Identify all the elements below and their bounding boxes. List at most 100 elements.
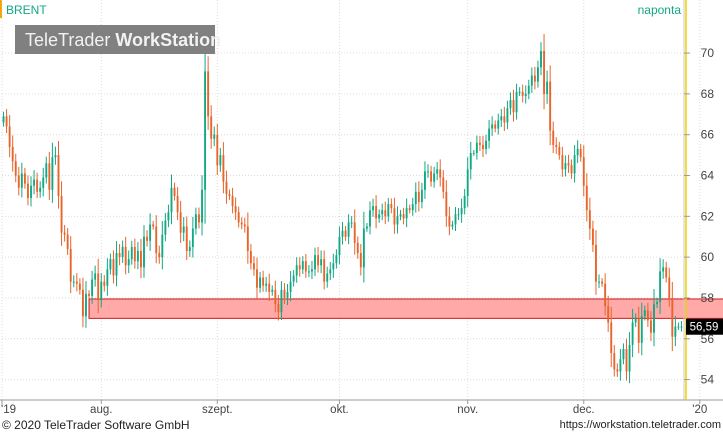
- candle-body: [176, 195, 179, 213]
- candle-body: [173, 187, 176, 196]
- candle-body: [301, 261, 304, 270]
- candle-body: [543, 51, 545, 94]
- candle-body: [604, 283, 607, 307]
- candle-body: [469, 153, 472, 170]
- brand-logo-box: [15, 25, 215, 54]
- candle-body: [488, 128, 491, 141]
- candle-body: [430, 171, 433, 182]
- candle-body: [307, 271, 310, 273]
- candle-body: [540, 51, 542, 68]
- candle-body: [372, 206, 374, 211]
- candle-body: [124, 246, 127, 266]
- candle-body: [97, 273, 100, 300]
- candle-body: [653, 304, 655, 333]
- x-tick-label: szept.: [202, 404, 233, 416]
- candle-body: [460, 208, 463, 215]
- candle-body: [81, 289, 84, 317]
- candle-body: [472, 153, 475, 155]
- candle-body: [106, 269, 109, 286]
- candle-body: [457, 214, 460, 216]
- candle-body: [121, 246, 124, 258]
- candle-body: [622, 348, 625, 360]
- candle-body: [136, 251, 139, 262]
- candle-body: [665, 267, 668, 278]
- y-tick-label: 56: [701, 332, 715, 346]
- candle-body: [72, 281, 75, 283]
- candle-body: [194, 214, 197, 229]
- candle-body: [237, 212, 240, 223]
- candle-body: [362, 228, 365, 268]
- symbol-label[interactable]: BRENT: [6, 3, 47, 17]
- candle-body: [381, 210, 384, 215]
- candle-body: [94, 273, 97, 280]
- candle-body: [631, 322, 634, 345]
- candle-body: [11, 146, 14, 162]
- candle-body: [240, 222, 243, 225]
- candle-body: [494, 124, 497, 129]
- candle-body: [219, 155, 222, 166]
- symbol-marker: [0, 0, 2, 18]
- candle-body: [570, 165, 573, 174]
- candle-body: [506, 108, 509, 123]
- candle-body: [588, 210, 591, 229]
- candle-body: [103, 281, 106, 286]
- candle-body: [39, 187, 42, 192]
- candle-body: [210, 116, 213, 139]
- candle-body: [356, 242, 359, 254]
- candle-body: [341, 230, 344, 237]
- x-tick-label: '19: [1, 404, 16, 416]
- candle-body: [601, 281, 604, 284]
- candle-body: [2, 116, 5, 123]
- candle-body: [595, 244, 597, 282]
- candle-body: [671, 297, 674, 337]
- candle-body: [338, 236, 341, 256]
- candle-body: [427, 171, 429, 173]
- candle-body: [448, 216, 451, 227]
- y-tick-label: 68: [701, 87, 715, 101]
- candle-body: [414, 191, 417, 205]
- candle-body: [231, 195, 234, 207]
- candle-body: [365, 226, 368, 229]
- candle-body: [399, 214, 402, 217]
- candle-body: [207, 71, 210, 117]
- candle-body: [607, 306, 610, 323]
- candle-body: [527, 85, 530, 94]
- candle-body: [27, 183, 29, 198]
- candle-body: [320, 259, 323, 266]
- source-url[interactable]: https://workstation.teletrader.com: [559, 419, 721, 431]
- brand-name: TeleTrader WorkStation: [25, 30, 221, 50]
- candle-body: [48, 163, 51, 190]
- last-price-box: [686, 318, 723, 335]
- candle-body: [17, 175, 20, 188]
- candle-body: [188, 246, 191, 252]
- candle-body: [213, 134, 216, 139]
- candle-body: [582, 157, 585, 186]
- candle-body: [23, 173, 26, 184]
- candle-body: [63, 232, 66, 235]
- candle-body: [405, 208, 408, 219]
- candle-body: [115, 253, 118, 276]
- y-tick-label: 58: [701, 291, 715, 305]
- candle-body: [564, 163, 567, 170]
- candle-body: [182, 226, 185, 233]
- candle-body: [482, 144, 484, 149]
- candle-body: [549, 81, 552, 131]
- candle-body: [314, 255, 316, 270]
- candle-body: [112, 259, 115, 276]
- candle-body: [66, 234, 69, 249]
- candle-body: [274, 289, 277, 305]
- x-tick-label: nov.: [457, 404, 478, 416]
- candle-body: [375, 206, 378, 219]
- candle-body: [433, 173, 436, 182]
- candle-body: [463, 195, 466, 209]
- candlestick-series: [2, 33, 683, 384]
- candle-body: [677, 326, 680, 328]
- candle-body: [680, 326, 683, 328]
- candle-body: [567, 163, 570, 166]
- candle-body: [146, 236, 149, 241]
- candle-body: [271, 289, 274, 292]
- interval-label[interactable]: naponta: [638, 3, 682, 17]
- candle-body: [625, 348, 628, 372]
- candle-body: [36, 179, 39, 192]
